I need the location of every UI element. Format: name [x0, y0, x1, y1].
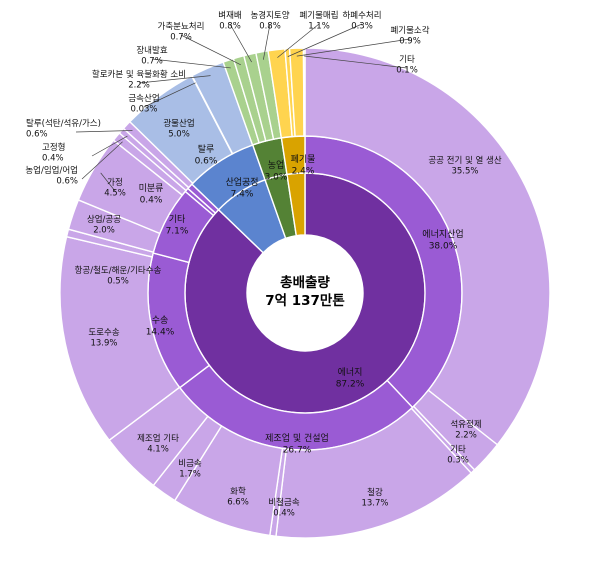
center-total: 7억 137만톤 [265, 293, 345, 309]
inner-label-산업공정: 산업공정 7.4% [225, 177, 258, 199]
leader-lines [75, 23, 411, 192]
outer-label-벼재배: 벼재배 0.8% [218, 10, 241, 32]
outer-label-석유정제: 석유정제 2.2% [450, 419, 481, 441]
outer-label-기타: 기타 0.1% [396, 55, 418, 76]
leader-농업-임업-어업 [81, 141, 123, 180]
leader-폐기물매립 [277, 23, 320, 58]
leader-금속산업 [143, 82, 196, 108]
outer-label-하폐수처리: 하폐수처리 0.3% [342, 10, 381, 32]
middle-label-에너지산업: 에너지산업 38.0% [422, 229, 463, 251]
outer-label-할로카본-및-육불화황-소비: 할로카본 및 육불화황 소비 2.2% [92, 69, 186, 91]
outer-label-화학: 화학 6.6% [227, 486, 249, 508]
leader-기타 [304, 55, 408, 69]
leader-농경지토양 [263, 23, 271, 60]
middle-label-탈루: 탈루 0.6% [195, 144, 218, 166]
outer-label-광물산업: 광물산업 5.0% [163, 118, 194, 140]
middle-label-수송: 수송 14.4% [146, 315, 175, 337]
leader-장내발효 [151, 58, 231, 69]
leader-하폐수처리 [287, 23, 363, 57]
outer-label-비철금속: 비철금속 0.4% [268, 497, 299, 519]
center-label: 총배출량 7억 137만톤 [265, 274, 345, 309]
outer-label-상업-공공: 상업/공공 2.0% [87, 214, 121, 236]
outer-label-제조업-기타: 제조업 기타 4.1% [137, 434, 179, 455]
outer-label-가정: 가정 4.5% [104, 177, 126, 199]
inner-label-폐기물: 폐기물 2.4% [291, 153, 316, 176]
outer-label-장내발효: 장내발효 0.7% [136, 45, 167, 67]
segments [59, 47, 551, 539]
outer-label-고정형: 고정형 0.4% [42, 142, 65, 164]
outer-label-공공-전기-및-열-생산: 공공 전기 및 열 생산 35.5% [428, 155, 502, 177]
leader-벼재배 [229, 23, 252, 63]
leader-가정 [100, 172, 116, 192]
outer-label-기타: 기타 0.3% [447, 445, 469, 466]
inner-label-농업: 농업 3.0% [265, 160, 288, 182]
outer-label-탈루-석탄-석유-가스: 탈루(석탄/석유/가스) 0.6% [26, 118, 101, 140]
outer-label-철강: 철강 13.7% [361, 487, 388, 509]
inner-label-에너지: 에너지 87.2% [336, 367, 365, 389]
outer-label-도로수송: 도로수송 13.9% [88, 328, 119, 349]
segment-labels: 에너지 87.2% 산업공정 7.4% 농업 3.0%폐기물 2.4% 에너지산업 38.0% 제… [25, 10, 502, 519]
leader-가축분뇨처리 [180, 34, 241, 66]
outer-segment-공공-전기-및-열-생산 [304, 47, 551, 446]
outer-label-금속산업: 금속산업 0.03% [128, 93, 159, 115]
outer-segment-기타 [302, 47, 306, 137]
center-title: 총배출량 [280, 274, 330, 291]
outer-label-비금속: 비금속 1.7% [178, 459, 202, 480]
middle-label-기타: 기타 7.1% [166, 214, 189, 236]
middle-label-미분류: 미분류 0.4% [139, 183, 164, 205]
outer-label-폐기물매립: 폐기물매립 1.1% [299, 10, 338, 32]
outer-label-폐기물소각: 폐기물소각 0.9% [390, 25, 429, 47]
outer-label-농업-임업-어업: 농업/임업/어업 0.6% [25, 165, 78, 187]
outer-label-항공-철도-해운-기타수송: 항공/철도/해운/기타수송 0.5% [75, 265, 162, 287]
leader-고정형 [91, 135, 128, 157]
leader-폐기물소각 [296, 38, 411, 57]
leader-탈루-석탄-석유-가스 [75, 130, 133, 133]
middle-label-제조업-및-건설업: 제조업 및 건설업 26.7% [265, 432, 329, 455]
leader-할로카본-및-육불화황-소비 [138, 75, 211, 84]
outer-label-가축분뇨처리: 가축분뇨처리 0.7% [158, 22, 205, 43]
outer-label-농경지토양: 농경지토양 0.8% [250, 10, 289, 32]
